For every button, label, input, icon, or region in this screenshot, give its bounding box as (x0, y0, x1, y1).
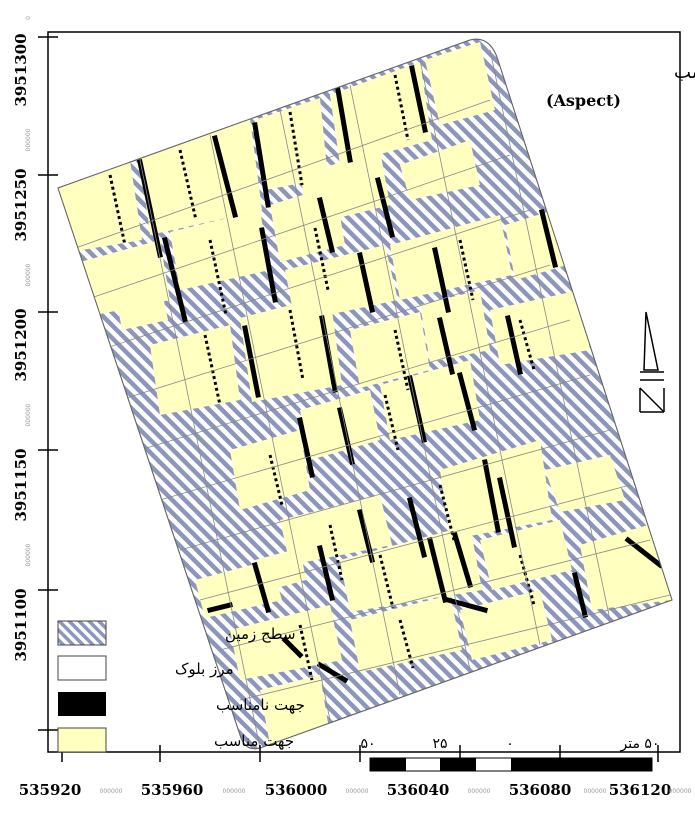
legend: سطح زمین مرز بلوک جهت نامناسب جهت مناسب (57, 620, 305, 753)
scale-label-right: ۵۰ متر (620, 736, 660, 752)
legend-swatch-suitable (57, 727, 107, 753)
y-axis-labels: 3951300 3951250 3951200 3951150 3951100 … (12, 16, 32, 662)
x-small-label: 000000 (346, 788, 369, 795)
north-arrow-icon (639, 311, 665, 413)
map-title: نقشه جهت مناسب (674, 62, 695, 83)
y-tick-label: 3951150 (12, 448, 30, 521)
x-tick-label: 536000 (265, 781, 328, 799)
x-small-label: 000000 (223, 788, 246, 795)
y-small-label: 000000 (25, 128, 32, 151)
x-small-label: 000000 (468, 788, 491, 795)
x-tick-label: 536120 (609, 781, 672, 799)
y-small-label: 000000 (25, 263, 32, 286)
y-small-label: 000000 (25, 543, 32, 566)
x-tick-label: 536080 (509, 781, 572, 799)
x-tick-label: 535920 (19, 781, 82, 799)
x-tick-label: 536040 (387, 781, 450, 799)
legend-swatch-block (57, 655, 107, 681)
legend-label: مرز بلوک (175, 660, 234, 678)
y-small-label: 000000 (25, 403, 32, 426)
y-tick-label: 3951250 (12, 168, 30, 241)
unsuitable-dotted-streaks (108, 74, 536, 681)
legend-swatch-land (57, 620, 107, 646)
scale-label-zero: ۰ (506, 736, 514, 752)
x-axis-labels: 535920 535960 536000 536040 536080 53612… (19, 781, 692, 799)
x-small-label: 000000 (669, 788, 692, 795)
legend-label: سطح زمین (225, 625, 296, 643)
map-subtitle: (Aspect) (546, 91, 621, 110)
unsuitable-aspect-areas (137, 65, 664, 684)
scale-bar: ۵۰ ۲۵ ۰ ۵۰ متر (360, 736, 660, 772)
x-small-label: 000000 (100, 788, 123, 795)
legend-label: جهت نامناسب (216, 696, 305, 714)
y-tick-label: 3951300 (12, 33, 30, 106)
scale-label-mid: ۲۵ (432, 736, 447, 752)
legend-swatch-unsuitable (58, 692, 106, 716)
x-small-label: 000000 (584, 788, 607, 795)
map-content (58, 39, 672, 749)
legend-label: جهت مناسب (214, 732, 294, 750)
y-small-label: 0 (25, 16, 32, 20)
y-tick-label: 3951100 (12, 588, 30, 661)
scale-label-left: ۵۰ (360, 736, 375, 752)
land-outline (57, 38, 673, 750)
x-tick-label: 535960 (141, 781, 204, 799)
y-tick-label: 3951200 (12, 308, 30, 381)
